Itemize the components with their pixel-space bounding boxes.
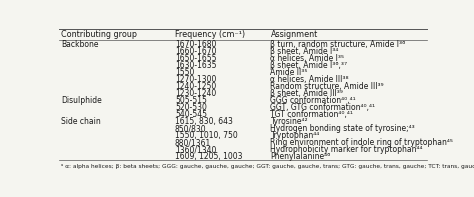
Text: 1650-1655: 1650-1655 xyxy=(175,54,217,63)
Text: 1230-1240: 1230-1240 xyxy=(175,89,216,98)
Text: TGT conformation⁴⁰,⁴¹: TGT conformation⁴⁰,⁴¹ xyxy=(271,110,353,119)
Text: Tyrosine⁴²: Tyrosine⁴² xyxy=(271,117,308,126)
Text: Disulphide: Disulphide xyxy=(61,96,102,105)
Text: 505-515: 505-515 xyxy=(175,96,207,105)
Text: 880/1361: 880/1361 xyxy=(175,138,211,147)
Text: Amide II³⁵: Amide II³⁵ xyxy=(271,68,308,77)
Text: 1609, 1205, 1003: 1609, 1205, 1003 xyxy=(175,152,243,161)
Text: 1630-1635: 1630-1635 xyxy=(175,61,217,70)
Text: Backbone: Backbone xyxy=(61,40,99,49)
Text: 1270-1300: 1270-1300 xyxy=(175,75,216,84)
Text: Contributing group: Contributing group xyxy=(61,30,137,39)
Text: 520-530: 520-530 xyxy=(175,103,207,112)
Text: 1360/1340: 1360/1340 xyxy=(175,145,216,154)
Text: Frequency (cm⁻¹): Frequency (cm⁻¹) xyxy=(175,30,245,39)
Text: 1660-1670: 1660-1670 xyxy=(175,47,217,56)
Text: β sheet, Amide III³⁹: β sheet, Amide III³⁹ xyxy=(271,89,343,98)
Text: 540-545: 540-545 xyxy=(175,110,207,119)
Text: α helices, Amide III³⁸: α helices, Amide III³⁸ xyxy=(271,75,349,84)
Text: 1240-1250: 1240-1250 xyxy=(175,82,216,91)
Text: GGT, GTG conformation⁴⁰,⁴¹: GGT, GTG conformation⁴⁰,⁴¹ xyxy=(271,103,375,112)
Text: 1615, 830, 643: 1615, 830, 643 xyxy=(175,117,233,126)
Text: Ring environment of indole ring of tryptophan⁴⁵: Ring environment of indole ring of trypt… xyxy=(271,138,454,147)
Text: Random structure, Amide III³⁹: Random structure, Amide III³⁹ xyxy=(271,82,384,91)
Text: β turn, random structure, Amide I³⁶: β turn, random structure, Amide I³⁶ xyxy=(271,40,406,49)
Text: 1550, 1010, 750: 1550, 1010, 750 xyxy=(175,131,238,140)
Text: α helices, Amide I³⁵: α helices, Amide I³⁵ xyxy=(271,54,345,63)
Text: Hydrophobicity marker for tryptophan⁴⁴: Hydrophobicity marker for tryptophan⁴⁴ xyxy=(271,145,423,154)
Text: β sheet, Amide I³⁶,³⁷: β sheet, Amide I³⁶,³⁷ xyxy=(271,61,347,70)
Text: Tryptophan⁴⁴: Tryptophan⁴⁴ xyxy=(271,131,320,140)
Text: 850/830: 850/830 xyxy=(175,124,207,133)
Text: Assignment: Assignment xyxy=(271,30,318,39)
Text: 1550: 1550 xyxy=(175,68,194,77)
Text: ᵃ α: alpha helices; β: beta sheets; GGG: gauche, gauche, gauche; GGT: gauche, ga: ᵃ α: alpha helices; β: beta sheets; GGG:… xyxy=(61,164,474,169)
Text: Hydrogen bonding state of tyrosine;⁴³: Hydrogen bonding state of tyrosine;⁴³ xyxy=(271,124,415,133)
Text: GGG conformation⁴⁰,⁴¹: GGG conformation⁴⁰,⁴¹ xyxy=(271,96,356,105)
Text: Side chain: Side chain xyxy=(61,117,101,126)
Text: 1670-1680: 1670-1680 xyxy=(175,40,216,49)
Text: β sheet, Amide I³⁴: β sheet, Amide I³⁴ xyxy=(271,47,339,56)
Text: Phenylalanine⁴⁶: Phenylalanine⁴⁶ xyxy=(271,152,331,161)
